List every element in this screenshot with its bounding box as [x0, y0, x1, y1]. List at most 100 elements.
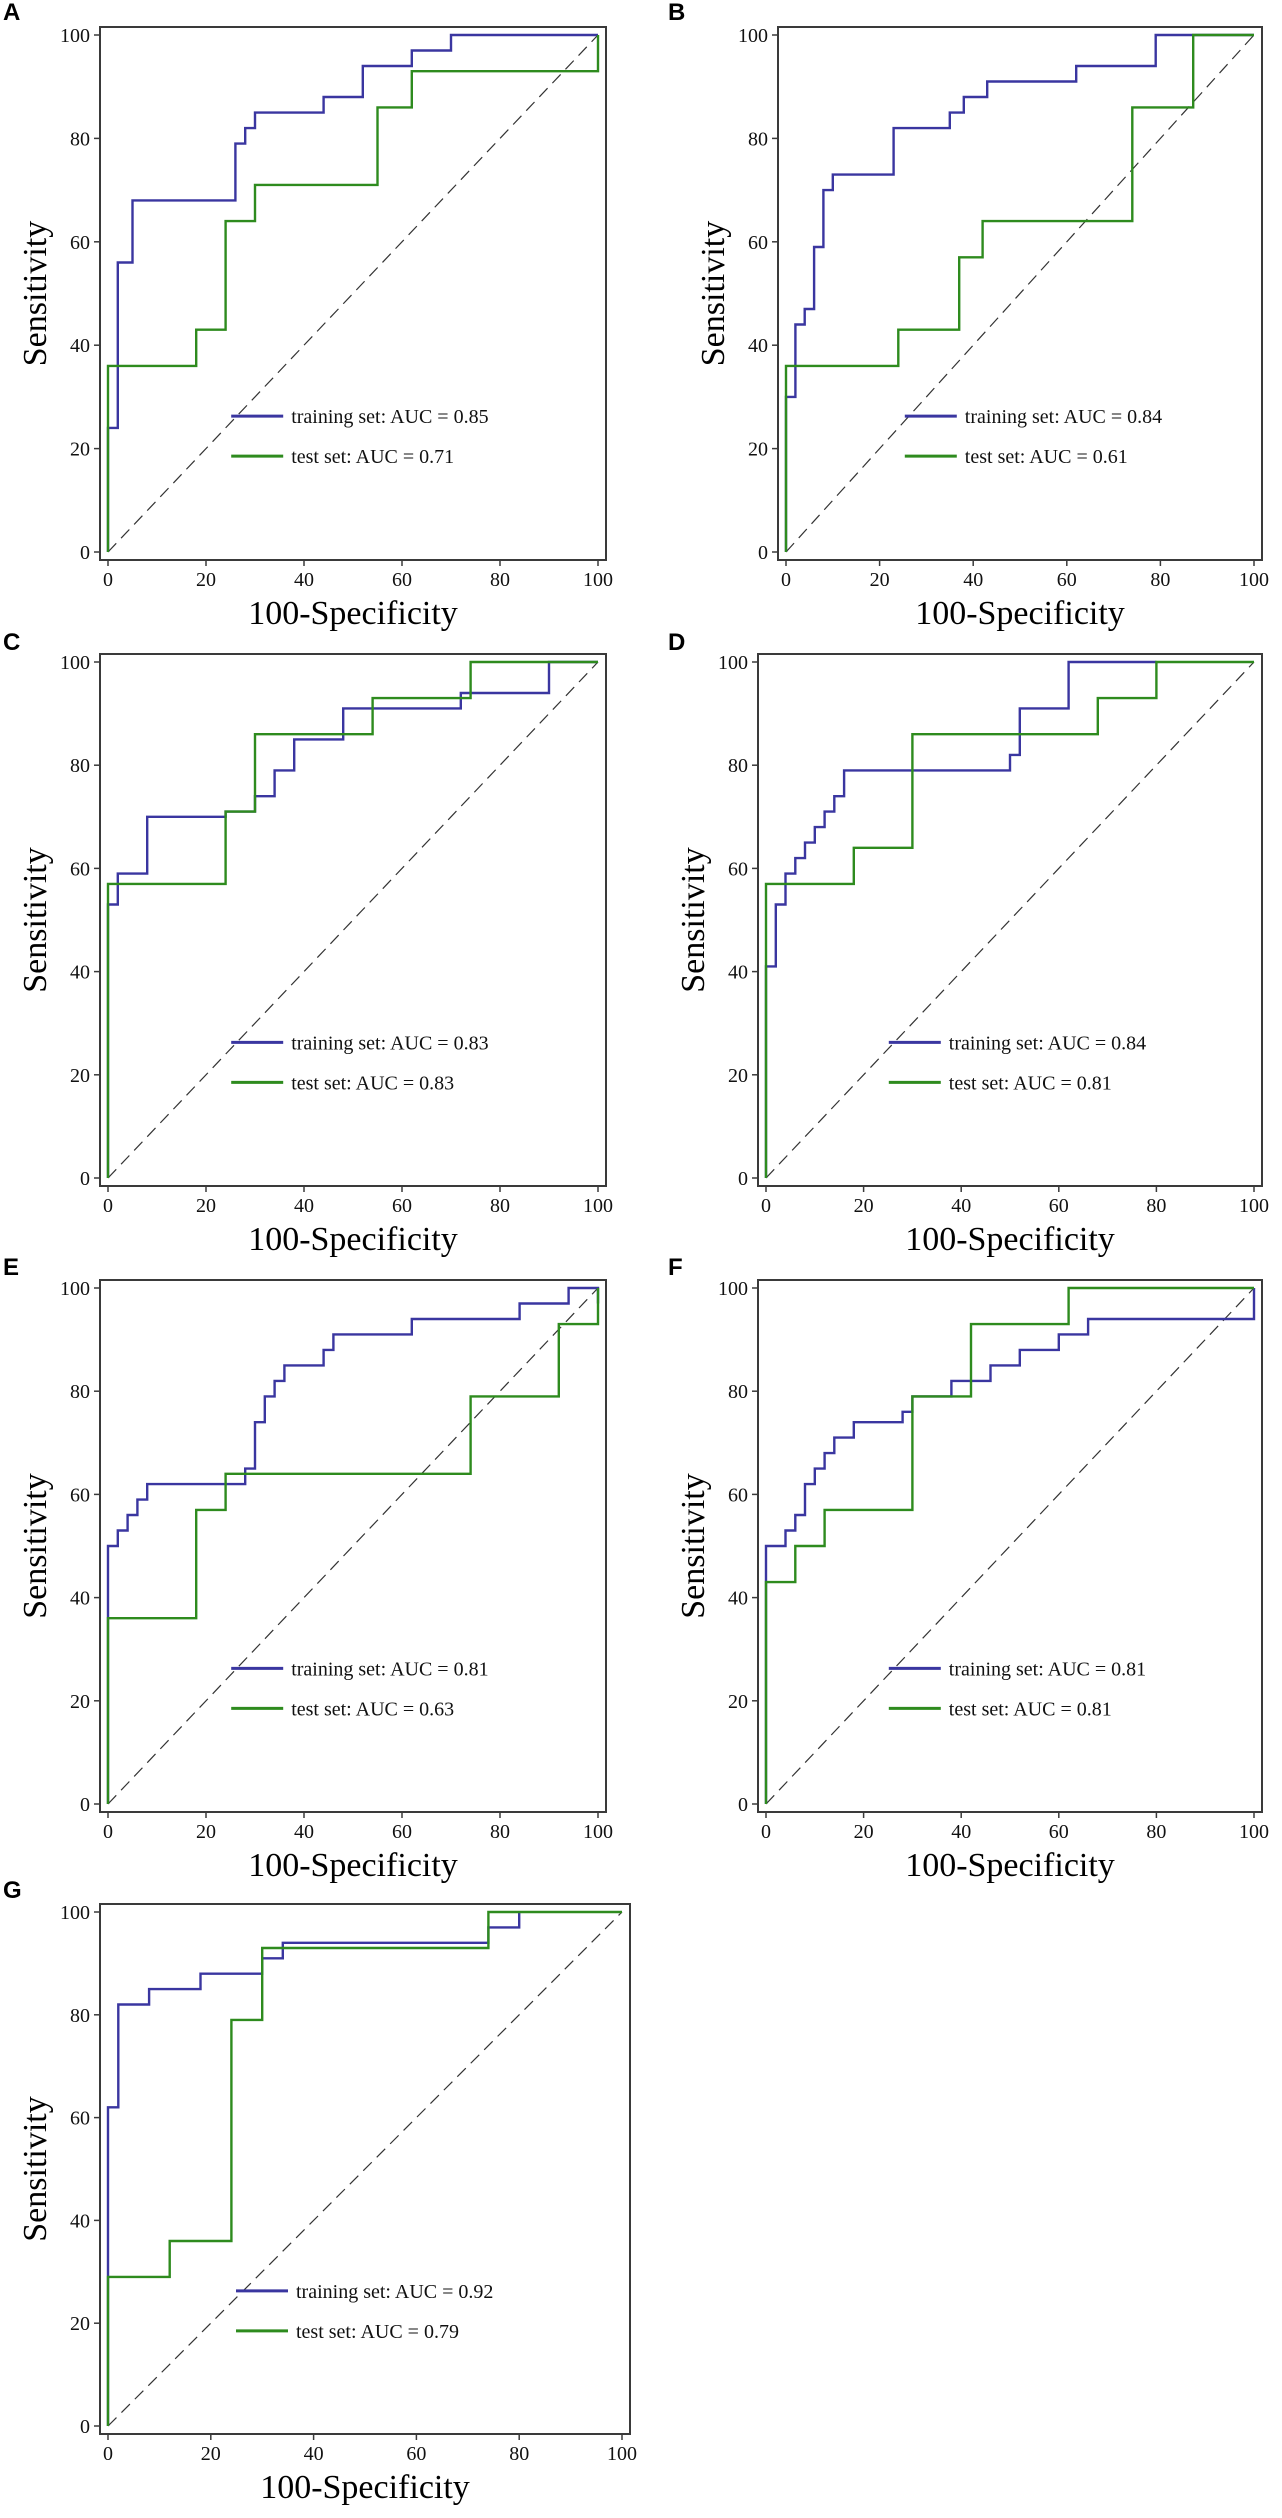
panel-e-x-tick-label-60: 60 — [392, 1821, 412, 1843]
panel-d-y-tick-label-60: 60 — [728, 858, 748, 880]
panel-a-x-tick-label-0: 0 — [103, 569, 113, 591]
panel-g: G 00 20 20 40 40 60 60 80 80 100 100 100-Specificity… — [3, 1877, 637, 2506]
panel-g-y-tick-label-100: 100 — [60, 1902, 90, 1924]
panel-c-y-tick-label-60: 60 — [70, 858, 90, 880]
panel-c-y-tick-label-40: 40 — [70, 962, 90, 984]
panel-b-x-tick-label-0: 0 — [781, 569, 791, 591]
panel-g-letter: G — [3, 1877, 22, 1904]
panel-a-y-tick-label-20: 20 — [70, 439, 90, 461]
panel-d-y-tick-label-20: 20 — [728, 1065, 748, 1087]
panel-a-test-roc-curve — [106, 35, 600, 552]
panel-f-y-tick-label-60: 60 — [728, 1484, 748, 1506]
panel-a: A 00 20 20 40 40 60 60 80 80 100 100 100-Specificity… — [3, 0, 613, 632]
panel-b-test-roc-curve — [784, 33, 1254, 552]
panel-e-y-tick-label-0: 0 — [80, 1794, 90, 1816]
panel-f-y-tick-label-100: 100 — [718, 1278, 748, 1300]
panel-d-x-tick-label-60: 60 — [1049, 1195, 1069, 1217]
panel-d-legend-test-label: test set: AUC = 0.81 — [949, 1072, 1112, 1094]
panel-g-plot-frame — [99, 1903, 631, 2435]
panel-b-x-tick-label-40: 40 — [963, 569, 983, 591]
panel-f-y-axis-title: Sensitivity — [675, 1473, 712, 1618]
panel-d-x-tick-label-0: 0 — [761, 1195, 771, 1217]
panel-a-y-tick-label-40: 40 — [70, 335, 90, 357]
panel-f-x-tick-label-60: 60 — [1049, 1821, 1069, 1843]
panel-a-y-tick-label-80: 80 — [70, 128, 90, 150]
panel-b-y-tick-label-80: 80 — [748, 128, 768, 150]
panel-c-y-tick-label-100: 100 — [60, 652, 90, 674]
panel-a-x-tick-label-40: 40 — [294, 569, 314, 591]
panel-a-legend-test-label: test set: AUC = 0.71 — [291, 446, 454, 468]
panel-b: B 00 20 20 40 40 60 60 80 80 100 100 100-Specificity… — [668, 0, 1269, 632]
panel-a-x-axis-title: 100-Specificity — [248, 595, 458, 632]
panel-a-x-tick-label-60: 60 — [392, 569, 412, 591]
panel-b-legend-test-label: test set: AUC = 0.61 — [965, 446, 1128, 468]
panel-d-x-tick-label-80: 80 — [1146, 1195, 1166, 1217]
panel-f-x-tick-label-20: 20 — [854, 1821, 874, 1843]
panel-a-y-tick-label-60: 60 — [70, 232, 90, 254]
panel-d-test-roc-curve — [764, 660, 1254, 1178]
panel-a-letter: A — [3, 0, 20, 26]
panel-g-y-tick-label-0: 0 — [80, 2416, 90, 2438]
panel-b-x-axis-title: 100-Specificity — [915, 595, 1125, 632]
panel-f-plot-frame — [757, 1279, 1263, 1813]
panel-g-reference-diagonal — [107, 1911, 623, 2427]
panel-f-reference-diagonal — [765, 1287, 1255, 1805]
panel-a-plot-frame — [99, 26, 607, 561]
panel-c-x-tick-label-0: 0 — [103, 1195, 113, 1217]
panel-d-y-tick-label-80: 80 — [728, 755, 748, 777]
panel-g-y-tick-label-80: 80 — [70, 2005, 90, 2027]
panel-b-x-tick-label-80: 80 — [1150, 569, 1170, 591]
panel-c-legend-training-label: training set: AUC = 0.83 — [291, 1032, 488, 1054]
panel-c: C 00 20 20 40 40 60 60 80 80 100 100 100-Specificity… — [3, 629, 613, 1258]
panel-a-x-tick-label-20: 20 — [196, 569, 216, 591]
panel-g-x-axis-title: 100-Specificity — [260, 2469, 470, 2506]
panel-e-x-tick-label-80: 80 — [490, 1821, 510, 1843]
panel-e-x-tick-label-20: 20 — [196, 1821, 216, 1843]
panel-g-y-axis-title: Sensitivity — [17, 2096, 54, 2241]
panel-d-reference-diagonal — [765, 661, 1255, 1179]
panel-g-test-roc-curve — [106, 1910, 622, 2426]
panel-g-x-tick-label-40: 40 — [304, 2443, 324, 2465]
panel-b-y-tick-label-40: 40 — [748, 335, 768, 357]
panel-f-x-tick-label-0: 0 — [761, 1821, 771, 1843]
panel-d-x-tick-label-20: 20 — [854, 1195, 874, 1217]
panel-e-legend-training-label: training set: AUC = 0.81 — [291, 1658, 488, 1680]
panel-f: F 00 20 20 40 40 60 60 80 80 100 100 100-Specificity… — [668, 1254, 1269, 1884]
panel-f-training-roc-curve — [764, 1288, 1256, 1804]
panel-d-x-tick-label-40: 40 — [951, 1195, 971, 1217]
panel-a-reference-diagonal — [107, 34, 599, 553]
panel-e-y-tick-label-40: 40 — [70, 1588, 90, 1610]
panel-d-y-axis-title: Sensitivity — [675, 847, 712, 992]
panel-c-y-axis-title: Sensitivity — [17, 847, 54, 992]
panel-b-x-tick-label-100: 100 — [1239, 569, 1269, 591]
panel-f-legend-test-label: test set: AUC = 0.81 — [949, 1698, 1112, 1720]
panel-g-x-tick-label-20: 20 — [201, 2443, 221, 2465]
panel-e-letter: E — [3, 1254, 19, 1281]
panel-a-x-tick-label-80: 80 — [490, 569, 510, 591]
panel-c-x-tick-label-80: 80 — [490, 1195, 510, 1217]
panel-b-y-axis-title: Sensitivity — [695, 221, 732, 366]
panel-b-y-tick-label-60: 60 — [748, 232, 768, 254]
panel-g-legend-test-label: test set: AUC = 0.79 — [296, 2321, 459, 2343]
panel-d-x-tick-label-100: 100 — [1239, 1195, 1269, 1217]
panel-e-reference-diagonal — [107, 1287, 599, 1805]
panel-c-x-tick-label-60: 60 — [392, 1195, 412, 1217]
panel-d-training-roc-curve — [764, 660, 1157, 1178]
panel-c-y-tick-label-20: 20 — [70, 1065, 90, 1087]
panel-c-x-axis-title: 100-Specificity — [248, 1221, 458, 1258]
panel-f-y-tick-label-20: 20 — [728, 1691, 748, 1713]
panel-f-y-tick-label-40: 40 — [728, 1588, 748, 1610]
panel-a-training-roc-curve — [106, 33, 598, 552]
panel-a-legend-training-label: training set: AUC = 0.85 — [291, 406, 488, 428]
panel-b-y-tick-label-0: 0 — [758, 542, 768, 564]
panel-g-training-roc-curve — [106, 1912, 521, 2426]
panel-g-x-tick-label-80: 80 — [509, 2443, 529, 2465]
panel-e-x-axis-title: 100-Specificity — [248, 1847, 458, 1884]
panel-f-legend-training-label: training set: AUC = 0.81 — [949, 1658, 1146, 1680]
panel-e-training-roc-curve — [106, 1286, 600, 1804]
panel-c-y-tick-label-0: 0 — [80, 1168, 90, 1190]
panel-e-y-tick-label-60: 60 — [70, 1484, 90, 1506]
panel-g-y-tick-label-60: 60 — [70, 2108, 90, 2130]
panel-f-x-tick-label-80: 80 — [1146, 1821, 1166, 1843]
panel-c-test-roc-curve — [106, 660, 598, 1178]
